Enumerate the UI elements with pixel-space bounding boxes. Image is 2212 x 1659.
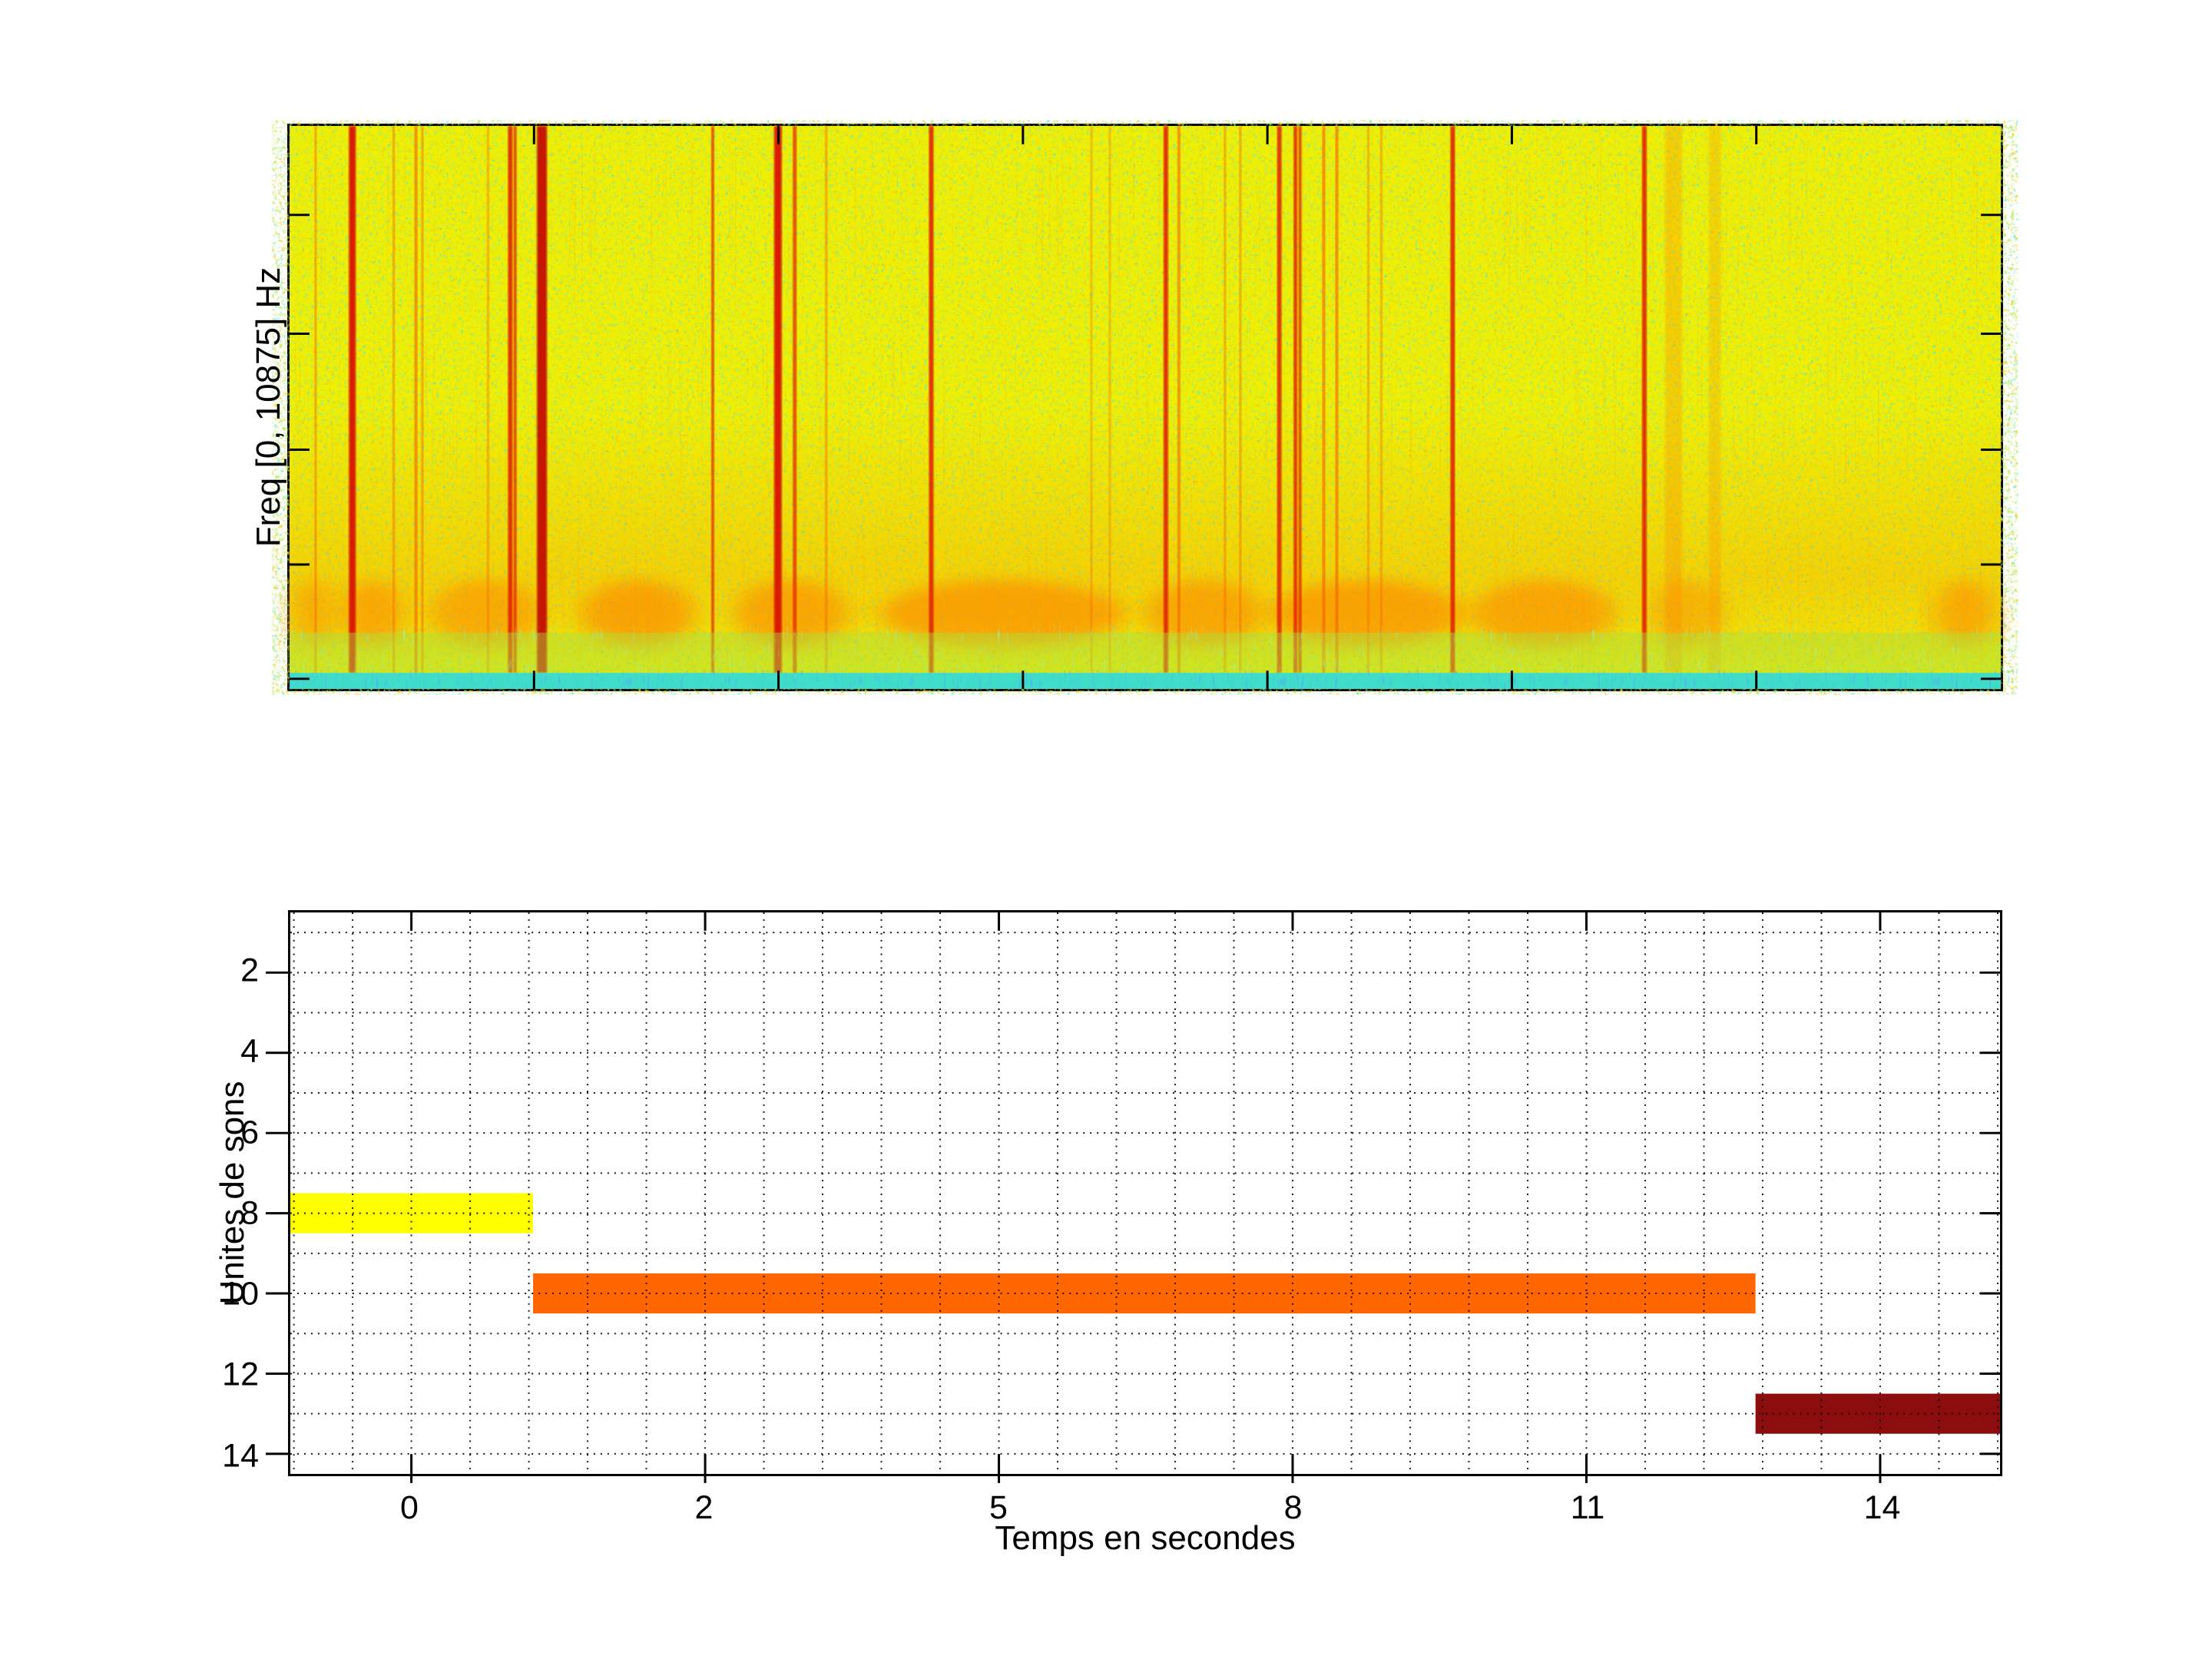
transient-streak	[1450, 126, 1455, 674]
spectrogram-plot	[287, 124, 2003, 691]
y-tick-label: 8	[240, 1194, 259, 1232]
transient-streak	[486, 126, 489, 674]
transient-streak	[1177, 126, 1181, 674]
x-tick-label: 0	[400, 1489, 419, 1526]
x-tick-label: 11	[1570, 1489, 1605, 1526]
y-tick-label: 4	[240, 1032, 259, 1070]
transient-streak	[1090, 126, 1093, 674]
transient-streak	[929, 126, 934, 674]
transient-streak	[1322, 126, 1326, 674]
transient-streak	[1277, 126, 1282, 674]
transient-streak	[314, 126, 317, 674]
y-tick-label: 14	[222, 1437, 259, 1475]
y-tick-label: 12	[222, 1356, 259, 1393]
spectrogram-transient-streaks	[314, 126, 1721, 674]
x-tick-label: 2	[694, 1489, 714, 1526]
transient-streak	[508, 126, 513, 674]
x-tick-label: 14	[1863, 1489, 1901, 1526]
unit-bar	[1755, 1393, 2000, 1434]
transient-streak	[1293, 126, 1298, 674]
transient-streak	[421, 126, 424, 674]
x-tick-label: 8	[1283, 1489, 1303, 1526]
transient-streak	[1224, 126, 1227, 674]
unit-bars	[290, 1193, 2000, 1434]
transient-streak	[1708, 126, 1721, 674]
transient-streak	[537, 126, 548, 674]
transient-streak	[1298, 126, 1302, 674]
transient-streak	[392, 126, 396, 674]
transient-streak	[793, 126, 797, 674]
x-tick-label: 5	[989, 1489, 1008, 1526]
transient-streak	[1335, 126, 1339, 674]
spectrogram-y-axis-label: Freq [0, 10875] Hz	[250, 267, 287, 548]
spectrogram-axis-ticks	[290, 126, 2001, 689]
transient-streak	[711, 126, 715, 674]
transient-streak	[1239, 126, 1242, 674]
unit-bar	[533, 1273, 1756, 1314]
unit-bar	[290, 1193, 534, 1233]
spectrogram-image	[290, 126, 2001, 689]
time-x-axis-label: Temps en secondes	[995, 1519, 1296, 1557]
transient-streak	[1379, 126, 1382, 674]
spectrogram-green-band-texture	[290, 628, 2001, 679]
transient-streak	[1163, 126, 1168, 674]
y-tick-label: 2	[240, 952, 259, 989]
spectrogram-cyan-band-texture	[290, 671, 2001, 689]
transient-streak	[349, 126, 356, 674]
axis-ticks	[266, 912, 2000, 1483]
transient-streak	[773, 126, 782, 674]
transient-streak	[513, 126, 517, 674]
sound-units-plot	[266, 910, 2002, 1483]
transient-streak	[1367, 126, 1370, 674]
grid-lines	[290, 912, 2000, 1474]
y-tick-label: 10	[222, 1275, 259, 1313]
transient-streak	[1641, 126, 1647, 674]
y-tick-label: 6	[240, 1114, 259, 1151]
sound-units-chart	[266, 912, 2000, 1483]
transient-streak	[825, 126, 828, 674]
transient-streak	[414, 126, 418, 674]
transient-streak	[1108, 126, 1111, 674]
transient-streak	[1664, 126, 1682, 674]
